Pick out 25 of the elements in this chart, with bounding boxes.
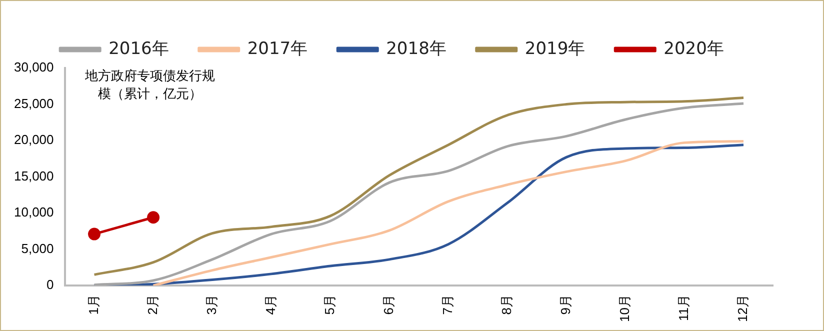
x-tick-label: 11月 [676,294,692,322]
y-tick-label: 10,000 [14,204,54,220]
legend-label: 2020年 [664,38,724,59]
legend-label: 2016年 [108,38,169,59]
legend-label: 2019年 [524,38,586,59]
y-tick-label: 15,000 [14,168,54,184]
x-tick-label: 7月 [440,294,455,315]
x-tick-label: 10月 [617,294,632,322]
x-tick-label: 8月 [498,294,514,315]
legend-label: 2017年 [247,38,308,59]
legend-label: 2018年 [386,38,446,59]
x-tick-label: 5月 [322,294,337,315]
y-tick-label: 0 [46,277,54,292]
y-tick-label: 25,000 [14,96,54,111]
x-tick-label: 12月 [735,294,750,322]
x-tick-label: 1月 [86,294,101,315]
y-tick-label: 5,000 [21,240,54,256]
x-tick-label: 3月 [204,294,219,315]
x-tick-label: 4月 [262,294,278,315]
x-tick-label: 2月 [144,294,160,315]
x-tick-label: 9月 [558,294,574,315]
x-tick-label: 6月 [380,294,396,315]
y-tick-label: 30,000 [14,60,54,75]
y-axis-title: 地方政府专项债发行规模（累计，亿元） [84,68,215,102]
y-tick-label: 20,000 [14,132,54,148]
